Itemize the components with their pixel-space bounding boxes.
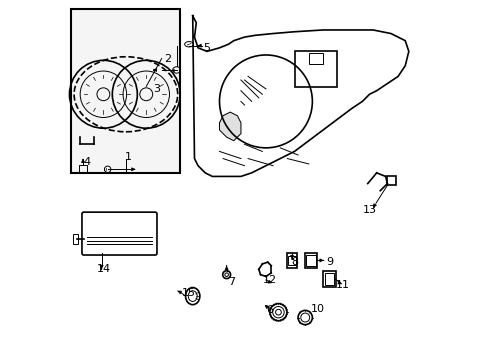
Text: 2: 2 — [164, 54, 171, 64]
Text: 5: 5 — [203, 43, 210, 53]
Bar — [323, 271, 335, 287]
Bar — [73, 234, 78, 244]
Bar — [294, 51, 337, 87]
Text: 7: 7 — [228, 277, 235, 287]
Bar — [305, 255, 315, 266]
Text: 9: 9 — [326, 257, 333, 267]
Bar — [286, 253, 297, 267]
Text: 14: 14 — [96, 264, 110, 274]
Bar — [386, 176, 395, 185]
Bar — [324, 273, 333, 285]
Bar — [71, 9, 180, 173]
Bar — [304, 253, 316, 267]
Text: 8: 8 — [290, 257, 298, 267]
Bar — [287, 256, 295, 265]
Bar — [308, 53, 323, 64]
Bar — [80, 165, 86, 172]
Text: 4: 4 — [83, 157, 91, 167]
Polygon shape — [219, 112, 241, 141]
Text: 15: 15 — [182, 288, 196, 297]
Text: 10: 10 — [310, 303, 324, 314]
Text: 1: 1 — [124, 152, 132, 162]
Text: 13: 13 — [362, 205, 376, 215]
Text: 12: 12 — [262, 275, 276, 285]
Text: 3: 3 — [153, 84, 160, 94]
Text: 6: 6 — [265, 305, 272, 315]
Text: 11: 11 — [335, 280, 349, 291]
